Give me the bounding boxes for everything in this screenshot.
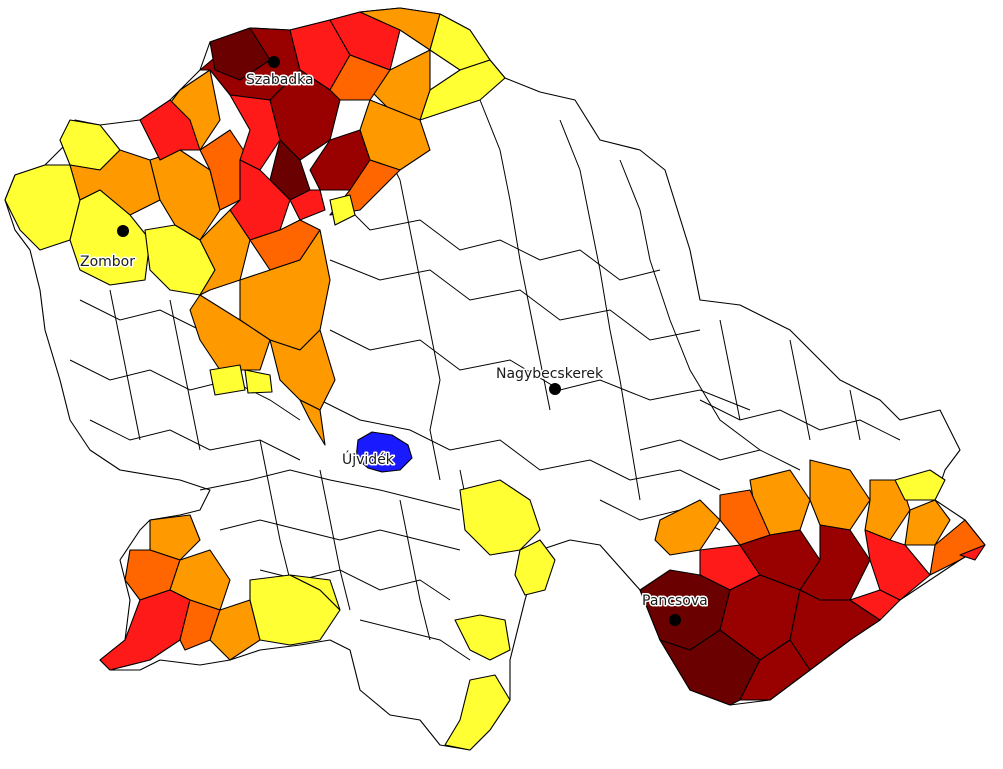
- city-labels: Szabadka Zombor Nagybecskerek Újvidék Pa…: [79, 71, 710, 611]
- city-marker-pancsova[interactable]: [669, 614, 681, 626]
- city-marker-szabadka[interactable]: [268, 56, 280, 68]
- city-marker-zombor[interactable]: [117, 225, 129, 237]
- north-cluster: [4, 7, 506, 446]
- city-markers: [117, 56, 681, 626]
- city-label-szabadka[interactable]: Szabadka: [245, 71, 316, 90]
- city-label-zombor[interactable]: Zombor: [79, 253, 137, 272]
- southeast-cluster: [639, 459, 986, 706]
- ujvidek-highlight: [355, 431, 413, 473]
- city-label-nagybecskerek[interactable]: Nagybecskerek: [495, 365, 606, 384]
- city-label-ujvidek[interactable]: Újvidék: [341, 449, 397, 470]
- southwest-cluster: [99, 514, 341, 671]
- city-marker-nagybecskerek[interactable]: [549, 383, 561, 395]
- central-south-cluster: [444, 479, 556, 751]
- city-label-pancsova[interactable]: Pancsova: [641, 592, 710, 611]
- municipality-boundaries: [69, 99, 901, 661]
